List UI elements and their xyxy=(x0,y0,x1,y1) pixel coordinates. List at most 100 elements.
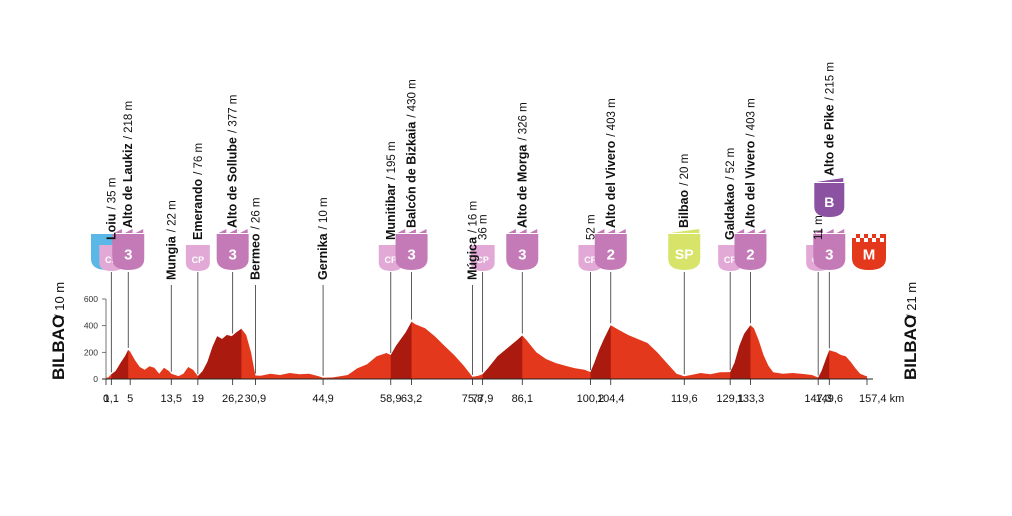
checker-cell xyxy=(880,238,884,242)
km-tick-label: 104,4 xyxy=(597,393,625,405)
km-tick-label: 133,3 xyxy=(737,393,765,405)
y-tick-label: 600 xyxy=(84,294,98,304)
finish-town-alt: / 21 m xyxy=(904,282,919,318)
point-name: Bilbao xyxy=(677,189,691,228)
km-tick-label: 1,1 xyxy=(104,393,119,405)
climb-badge: 2 xyxy=(734,229,767,270)
climb-segment xyxy=(197,328,242,379)
checker-cell xyxy=(876,234,880,238)
climb-badge: 2 xyxy=(594,229,627,270)
climb-badge-shape xyxy=(813,234,846,270)
point-alt: 52 m xyxy=(585,214,597,240)
cp-badge-shape xyxy=(185,245,210,271)
climb-badge: 3 xyxy=(216,229,249,270)
bonus-badge-shape xyxy=(814,183,845,217)
point-label: Alto del Vivero / 403 m xyxy=(604,98,618,228)
point-label: Alto de Pike / 215 m xyxy=(822,62,836,176)
point-alt: / 16 m xyxy=(467,201,479,233)
km-tick-label: 26,2 xyxy=(222,393,243,405)
point-name: Mungia xyxy=(164,235,178,280)
checker-cell xyxy=(856,238,860,242)
point-alt: 36 m xyxy=(478,214,490,240)
point-alt: / 377 m xyxy=(228,95,240,133)
point-name: Gernika xyxy=(316,232,330,280)
point-label: Mungia / 22 m xyxy=(164,200,178,280)
finish-badge-text: M xyxy=(863,246,876,263)
km-tick-label: 75,8 xyxy=(462,393,483,405)
km-tick-label: 58,9 xyxy=(380,393,401,405)
point-label: 36 m xyxy=(478,214,490,240)
km-tick-label: 147,3 xyxy=(804,393,832,405)
cp-badge: CP xyxy=(185,245,210,271)
y-tick-label: 0 xyxy=(93,374,98,384)
point-name: Alto de Morga xyxy=(515,144,529,228)
point-markers xyxy=(110,272,830,376)
finish-badge: M xyxy=(852,234,886,270)
checker-cell xyxy=(860,234,864,238)
sprint-badge-shape xyxy=(668,234,701,270)
climb-badge-shape xyxy=(216,234,249,270)
climb-badge: 3 xyxy=(112,229,145,270)
point-name: Bermeo xyxy=(248,233,262,280)
climb-badge: 3 xyxy=(395,229,428,270)
point-label: Gernika / 10 m xyxy=(316,197,330,280)
point-label: Balcón de Bizkaia / 430 m xyxy=(405,79,419,228)
climb-badge: 3 xyxy=(506,229,539,270)
point-alt: / 326 m xyxy=(517,102,529,140)
point-alt: / 403 m xyxy=(606,98,618,136)
checker-cell xyxy=(868,234,872,238)
climb-badge-tab xyxy=(529,229,538,233)
cp-badge-text: CP xyxy=(192,255,205,265)
elevation-profile xyxy=(106,321,867,379)
km-tick-label: 100,2 xyxy=(577,393,605,405)
km-tick-label: 149,6 xyxy=(816,393,844,405)
point-label: Bilbao / 20 m xyxy=(677,154,691,228)
climb-badge-text: 3 xyxy=(407,246,415,263)
start-town-alt: / 10 m xyxy=(52,282,67,318)
point-alt: / 20 m xyxy=(679,154,691,186)
point-alt: / 403 m xyxy=(745,98,757,136)
point-alt: / 215 m xyxy=(824,62,836,100)
climb-badge-text: 3 xyxy=(825,246,833,263)
climb-segment xyxy=(111,349,129,379)
km-tick-label: 13,5 xyxy=(161,393,182,405)
checker-cell xyxy=(872,238,876,242)
point-label: Galdakao / 52 m xyxy=(723,148,737,240)
cp-badge-text: CP xyxy=(476,255,489,265)
y-tick-label: 400 xyxy=(84,321,98,331)
cp-badge-text: CP xyxy=(385,255,398,265)
point-label: 52 m xyxy=(585,214,597,240)
point-label: Alto de Morga / 326 m xyxy=(515,102,529,228)
climb-segment xyxy=(730,325,751,379)
climb-badge-tab xyxy=(418,229,427,233)
point-name: Alto del Vivero xyxy=(743,140,757,228)
climb-badge-tab xyxy=(518,229,527,233)
point-label: Bermeo / 26 m xyxy=(248,197,262,280)
climb-badge-shape xyxy=(395,234,428,270)
point-name: Múgica xyxy=(465,236,479,280)
climb-badge-text: 2 xyxy=(607,246,615,263)
km-tick-label: 44,9 xyxy=(312,393,333,405)
point-label: Loiu / 35 m xyxy=(104,178,118,240)
cp-badge-text: CP xyxy=(584,255,597,265)
point-alt: / 22 m xyxy=(166,200,178,232)
point-alt: / 218 m xyxy=(123,101,135,139)
y-tick-label: 200 xyxy=(84,347,98,357)
sprint-badge-text: SP xyxy=(675,246,694,262)
point-alt: / 430 m xyxy=(407,79,419,117)
climb-badge-tab xyxy=(618,229,626,233)
climb-badge-text: 3 xyxy=(518,246,526,263)
climb-badge-shape xyxy=(112,234,145,270)
km-tick-label: 119,6 xyxy=(671,393,698,405)
sprint-badge-tab xyxy=(670,229,700,233)
climb-badge-tab xyxy=(508,229,516,233)
point-alt: / 26 m xyxy=(250,197,262,229)
km-tick-label: 77,9 xyxy=(472,393,493,405)
climb-badge-tab xyxy=(124,229,133,233)
finish-badge-shape xyxy=(852,234,886,270)
point-alt: 11 m xyxy=(813,215,825,240)
checker-cell xyxy=(852,234,856,238)
climb-badge-tab xyxy=(596,229,605,233)
point-label: Munitibar / 195 m xyxy=(384,141,398,240)
